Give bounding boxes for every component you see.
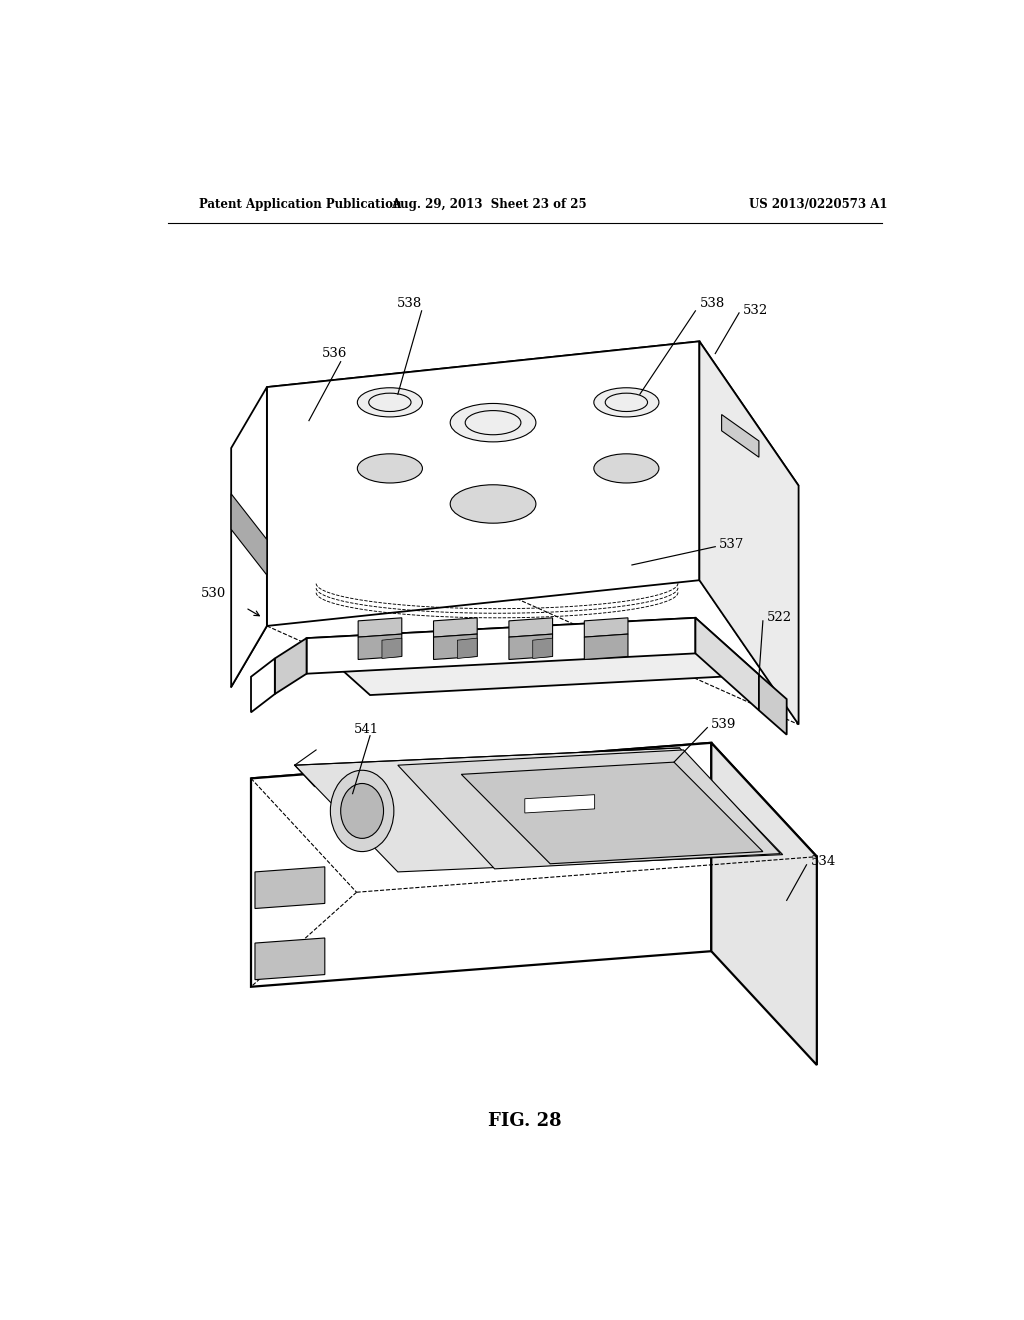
Polygon shape <box>397 750 780 869</box>
Polygon shape <box>712 743 817 1065</box>
Circle shape <box>341 784 384 838</box>
Polygon shape <box>722 414 759 457</box>
Polygon shape <box>585 618 628 638</box>
Polygon shape <box>306 618 695 673</box>
Polygon shape <box>251 659 274 713</box>
Text: 536: 536 <box>322 347 347 360</box>
Ellipse shape <box>357 454 423 483</box>
Polygon shape <box>509 634 553 660</box>
Text: 532: 532 <box>743 305 768 317</box>
Polygon shape <box>255 939 325 979</box>
Text: 538: 538 <box>699 297 725 310</box>
Polygon shape <box>231 387 267 686</box>
Polygon shape <box>695 618 759 710</box>
Polygon shape <box>295 748 782 873</box>
Text: US 2013/0220573 A1: US 2013/0220573 A1 <box>750 198 888 211</box>
Polygon shape <box>255 867 325 908</box>
Polygon shape <box>524 795 595 813</box>
Text: FIG. 28: FIG. 28 <box>488 1111 561 1130</box>
Polygon shape <box>532 638 553 659</box>
Ellipse shape <box>594 454 658 483</box>
Ellipse shape <box>594 388 658 417</box>
Text: Patent Application Publication: Patent Application Publication <box>200 198 402 211</box>
Polygon shape <box>382 638 401 659</box>
Ellipse shape <box>451 484 536 523</box>
Text: 539: 539 <box>712 718 736 731</box>
Polygon shape <box>433 618 477 638</box>
Text: 541: 541 <box>353 723 379 737</box>
Ellipse shape <box>451 404 536 442</box>
Polygon shape <box>433 634 477 660</box>
Text: 534: 534 <box>811 855 836 869</box>
Polygon shape <box>306 618 759 696</box>
Circle shape <box>331 771 394 851</box>
Polygon shape <box>699 342 799 725</box>
Polygon shape <box>251 743 712 987</box>
Polygon shape <box>759 675 786 735</box>
Polygon shape <box>267 342 699 626</box>
Polygon shape <box>274 638 306 694</box>
Polygon shape <box>585 634 628 660</box>
Polygon shape <box>358 618 401 638</box>
Polygon shape <box>509 618 553 638</box>
Polygon shape <box>461 762 763 863</box>
Text: Aug. 29, 2013  Sheet 23 of 25: Aug. 29, 2013 Sheet 23 of 25 <box>391 198 587 211</box>
Polygon shape <box>267 342 799 532</box>
Polygon shape <box>251 743 817 892</box>
Polygon shape <box>358 634 401 660</box>
Polygon shape <box>231 494 267 576</box>
Ellipse shape <box>357 388 423 417</box>
Text: 530: 530 <box>201 587 226 599</box>
Text: 522: 522 <box>767 611 792 624</box>
Text: 537: 537 <box>719 539 744 552</box>
Text: 538: 538 <box>397 297 422 310</box>
Polygon shape <box>458 638 477 659</box>
